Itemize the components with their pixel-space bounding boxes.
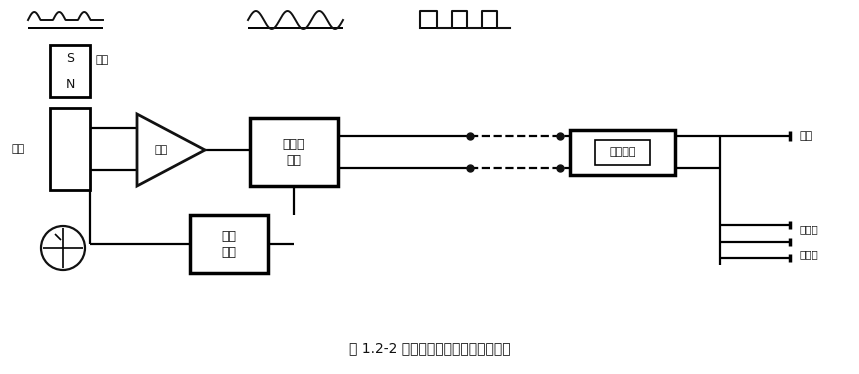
Text: 电源: 电源 [800,131,813,141]
Text: 调整: 调整 [222,245,236,258]
Bar [570,130,675,175]
Text: 线芯: 线芯 [11,144,25,154]
Text: 磁铁: 磁铁 [95,55,108,65]
Text: N: N [65,77,75,91]
Text: 接收电路: 接收电路 [609,147,636,157]
Text: 施密特: 施密特 [283,138,305,150]
Bar [250,118,338,186]
Bar [190,215,268,273]
Text: S: S [66,52,74,64]
Bar [50,108,90,190]
Bar [595,140,650,165]
Text: 图 1.2-2 涡轮流量计前置放大器原理图: 图 1.2-2 涡轮流量计前置放大器原理图 [350,341,511,355]
Text: 接信号: 接信号 [800,224,819,234]
Bar [50,45,90,97]
Text: 电压: 电压 [222,230,236,242]
Text: 电路: 电路 [287,153,302,166]
Text: 放大: 放大 [154,145,168,155]
Text: 接收器: 接收器 [800,249,819,259]
